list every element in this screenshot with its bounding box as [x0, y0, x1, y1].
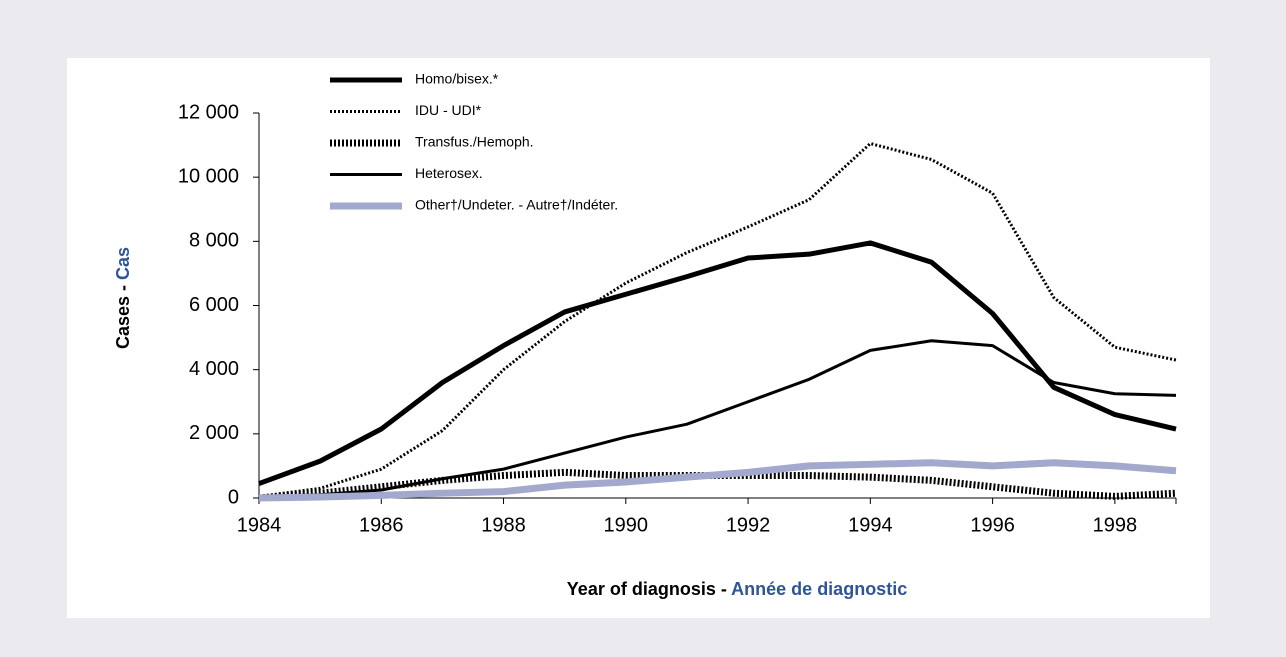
- x-label-en: Year of diagnosis -: [567, 579, 731, 599]
- y-tick-label: 4 000: [189, 358, 239, 380]
- x-tick-label: 1992: [726, 514, 771, 536]
- legend-label: Other†/Undeter. - Autre†/Indéter.: [415, 197, 618, 213]
- series-line: [258, 141, 1177, 498]
- y-tick-label: 12 000: [178, 101, 239, 123]
- y-label-fr: Cas: [113, 247, 133, 280]
- legend-label: IDU - UDI*: [415, 102, 482, 118]
- series-line: [258, 459, 1177, 502]
- y-axis-label: Cases - Cas: [113, 247, 133, 349]
- y-tick-label: 0: [228, 486, 239, 508]
- x-tick-label: 1986: [359, 514, 404, 536]
- x-tick-label: 1994: [848, 514, 893, 536]
- legend-label: Homo/bisex.*: [415, 71, 499, 87]
- legend-label: Heterosex.: [415, 165, 483, 181]
- y-label-en: Cases -: [113, 280, 133, 349]
- x-tick-label: 1988: [481, 514, 526, 536]
- y-tick-label: 10 000: [178, 165, 239, 187]
- x-label-fr: Année de diagnostic: [731, 579, 907, 599]
- legend-label: Transfus./Hemoph.: [415, 134, 534, 150]
- series-line: [258, 240, 1177, 486]
- x-tick-label: 1990: [604, 514, 649, 536]
- x-tick-label: 1996: [970, 514, 1015, 536]
- y-tick-label: 2 000: [189, 422, 239, 444]
- series-line: [258, 339, 1177, 498]
- panel: [67, 58, 1210, 618]
- y-tick-label: 8 000: [189, 230, 239, 252]
- x-tick-label: 1998: [1093, 514, 1138, 536]
- y-tick-label: 6 000: [189, 294, 239, 316]
- x-tick-label: 1984: [237, 514, 282, 536]
- x-axis-label: Year of diagnosis - Année de diagnostic: [567, 579, 907, 599]
